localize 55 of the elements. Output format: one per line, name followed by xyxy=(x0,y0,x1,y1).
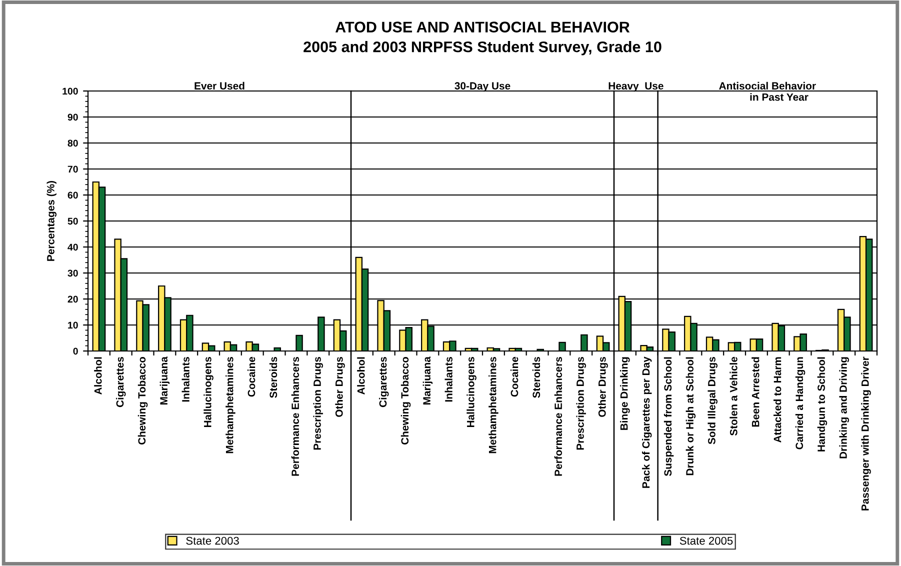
y-axis-title: Percentages (%) xyxy=(46,180,57,261)
text: Ever Used xyxy=(194,82,244,90)
annotation: 30-Day Use xyxy=(454,82,510,92)
annotation: Antisocial Behavior in Past Year xyxy=(719,82,816,101)
y-tick-label: 70 xyxy=(68,166,78,173)
x-tick-label: Performance Enhancers xyxy=(291,356,300,476)
x-tick-label: Passenger with Drinking Driver xyxy=(861,356,871,510)
x-tick-label: Performance Enhancers xyxy=(554,356,562,476)
x-tick-label: Methamphetamines xyxy=(488,356,498,454)
y-tick-label: 0 xyxy=(73,348,78,355)
x-tick-label: Drinking and Driving xyxy=(839,357,850,458)
y-tick-label: 30 xyxy=(68,270,78,277)
y-tick-label: 40 xyxy=(68,244,78,251)
x-tick-label: Chewing Tobacco xyxy=(400,356,411,444)
x-tick-label: Alcohol xyxy=(94,357,102,394)
x-tick-label: Steroids xyxy=(269,356,278,398)
x-tick-label: Other Drugs xyxy=(335,356,345,417)
x-tick-label: Binge Drinking xyxy=(620,357,630,430)
x-tick-label: Cocaine xyxy=(248,356,256,397)
x-tick-label: Prescription Drugs xyxy=(576,356,586,450)
x-tick-label: Alcohol xyxy=(357,357,365,394)
y-tick-label: 80 xyxy=(68,140,78,147)
x-tick-label: Other Drugs xyxy=(598,356,608,417)
y-tick-label: 90 xyxy=(68,114,78,121)
x-tick-label: Carried a Handgun xyxy=(795,357,806,450)
x-tick-label: Stolen a Vehicle xyxy=(730,356,738,436)
annotation: Heavy Use xyxy=(608,82,664,92)
x-tick-label: Marijuana xyxy=(160,356,170,404)
x-tick-label: Methamphetamines xyxy=(226,356,236,454)
legend-label: State 2005 xyxy=(680,536,733,545)
x-tick-label: Marijuana xyxy=(422,356,433,404)
y-tick-label: 100 xyxy=(62,88,78,95)
x-tick-label: Chewing Tobacco xyxy=(138,356,148,444)
x-tick-label: Prescription Drugs xyxy=(313,356,324,450)
legend-label: State 2003 xyxy=(186,536,239,545)
chart-title: ATOD USE AND ANTISOCIAL BEHAVIOR 2005 and 2003 NRPFSS Student Survey, Grade 10 xyxy=(304,22,662,56)
x-tick-label: Hallucinogens xyxy=(204,356,214,428)
x-tick-label: Attacked to Harm xyxy=(774,357,782,443)
x-tick-label: Drunk or High at School xyxy=(686,357,696,476)
x-tick-label: Pack of Cigarettes per Day xyxy=(642,356,652,488)
y-tick-label: 60 xyxy=(68,192,78,199)
x-tick-label: Handgun to School xyxy=(817,357,828,452)
x-tick-label: Been Arrested xyxy=(752,357,760,427)
x-tick-label: Suspended from School xyxy=(664,357,674,476)
x-tick-label: Cigarettes xyxy=(116,356,126,408)
y-tick-label: 20 xyxy=(68,296,78,303)
x-tick-label: Sold Illegal Drugs xyxy=(708,356,718,444)
y-tick-label: 50 xyxy=(68,218,78,225)
x-tick-label: Cigarettes xyxy=(378,356,389,408)
x-tick-label: Hallucinogens xyxy=(466,356,476,428)
x-tick-label: Steroids xyxy=(532,356,540,398)
y-tick-label: 10 xyxy=(68,322,78,329)
x-tick-label: Cocaine xyxy=(510,356,518,397)
x-tick-label: Inhalants xyxy=(182,356,190,402)
x-tick-label: Inhalants xyxy=(444,356,452,402)
